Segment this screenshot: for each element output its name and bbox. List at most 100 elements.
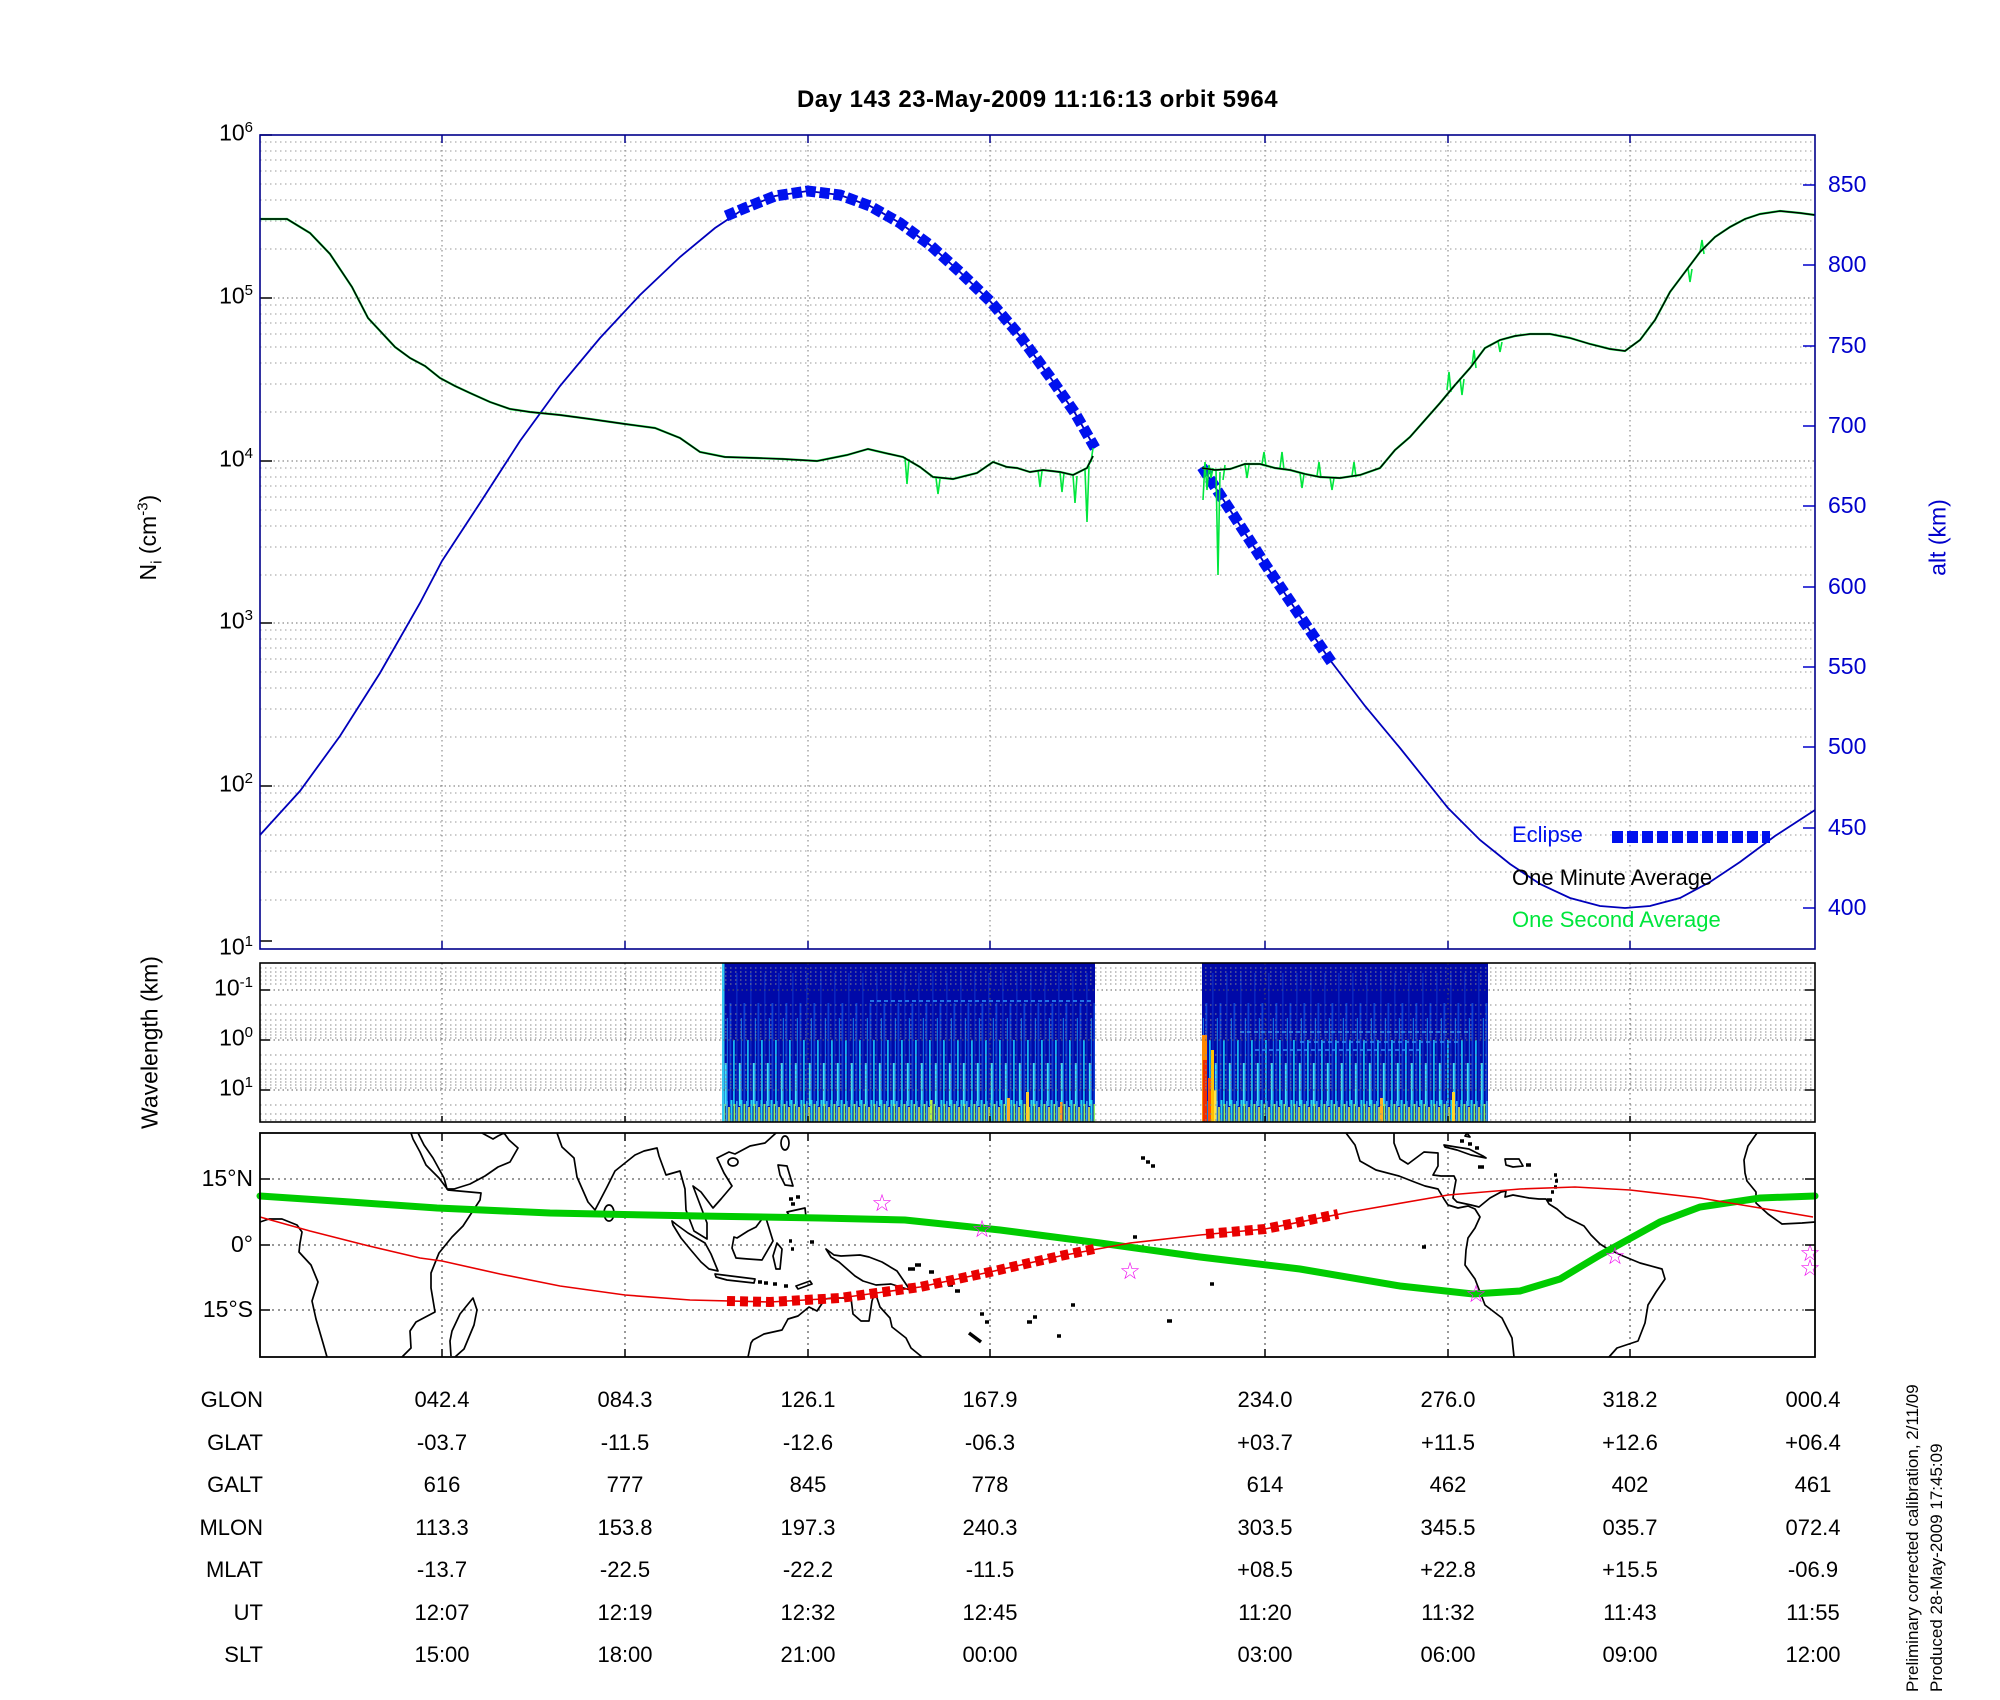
one-minute-curve-seg2 [1201,210,1816,479]
alt-tick-700: 700 [1828,412,1867,438]
table-row-label: GLAT [207,1429,263,1455]
table-cell: 345.5 [1420,1514,1476,1540]
table-cell: 11:20 [1238,1599,1292,1625]
table-cell: 21:00 [780,1642,836,1667]
lat-tick-0: 0° [231,1231,253,1257]
table-cell: +08.5 [1237,1557,1293,1582]
lat-tick-15n: 15°N [201,1165,253,1191]
table-cell: 11:55 [1786,1599,1840,1625]
table-cell: 12:00 [1785,1642,1841,1667]
table-cell: -06.9 [1787,1557,1839,1582]
table-row-label: UT [233,1599,263,1625]
table-cell: 06:00 [1420,1642,1476,1667]
table-cell: -06.3 [964,1429,1016,1455]
table-cell: 11:43 [1603,1599,1657,1625]
table-cell: 113.3 [415,1514,469,1540]
one-second-noise-seg2 [1202,239,1705,576]
table-cell: -22.2 [782,1557,834,1582]
ni-tick-1e3: 103 [219,607,253,634]
ground-station-star: ☆ [871,1189,893,1217]
alt-tick-850: 850 [1828,171,1867,197]
map-ticks [260,1133,1815,1357]
table-cell: 12:19 [597,1599,653,1625]
ni-tick-1e1: 101 [219,933,253,960]
table-cell: 778 [971,1472,1009,1497]
alt-tick-550: 550 [1828,653,1867,679]
table-cell: 614 [1246,1472,1284,1497]
table-cell: +11.5 [1420,1429,1476,1455]
table-cell: 616 [423,1472,461,1497]
eclipse-dashes-seg2 [1197,463,1337,667]
spectrogram-hotspots [930,1035,1455,1122]
page-title: Day 143 23-May-2009 11:16:13 orbit 5964 [796,86,1279,113]
ni-tick-1e5: 105 [219,282,253,309]
panel-frame [259,962,1816,1123]
legend-eclipse-label: Eclipse [1512,822,1583,847]
table-cell: -03.7 [416,1429,468,1455]
table-row-label: MLAT [205,1557,263,1582]
table-cell: 234.0 [1237,1387,1293,1412]
magnetic-equator-track [256,1192,1819,1298]
table-cell: 845 [789,1472,827,1497]
x-ticks [441,135,1631,949]
table-cell: -11.5 [600,1429,650,1455]
table-cell: 072.4 [1785,1514,1841,1540]
one-second-noise-seg1 [904,447,1094,523]
ground-track-eclipse-dashes-seg2 [1205,1209,1340,1239]
alt-tick-600: 600 [1828,573,1867,599]
eclipse-dashes-seg1 [723,185,1100,451]
table-row-label: SLT [224,1642,263,1667]
table-cell: 042.4 [414,1387,470,1412]
table-cell: +15.5 [1602,1557,1658,1582]
table-cell: 153.8 [597,1514,653,1540]
table-cell: 462 [1429,1472,1467,1497]
table-cell: -22.5 [599,1557,651,1582]
ni-tick-1e6: 106 [219,119,253,146]
alt-tick-500: 500 [1828,733,1867,759]
table-row-label: GLON [200,1387,263,1412]
table-cell: 15:00 [414,1642,470,1667]
table-cell: 12:07 [414,1599,470,1625]
ground-station-star: ☆ [1465,1280,1487,1308]
alt-tick-800: 800 [1828,251,1867,277]
map-lat-gridlines [260,1178,1815,1311]
table-cell: +03.7 [1237,1429,1293,1455]
legend-one-second-label: One Second Average [1512,907,1721,932]
alt-tick-750: 750 [1828,332,1867,358]
spectrogram-edge-line [722,963,725,1122]
ground-station-star: ☆ [1604,1242,1626,1270]
wl-tick-10: 101 [219,1074,253,1101]
legend-one-minute-label: One Minute Average [1512,865,1713,890]
footer-produced-note: Produced 28-May-2009 17:45:09 [1927,1443,1946,1692]
legend-eclipse-dash-sample [1612,831,1770,843]
ground-track-eclipse-dashes-seg1 [726,1244,1096,1308]
table-cell: 09:00 [1602,1642,1658,1667]
table-cell: 035.7 [1602,1514,1658,1540]
table-cell: 12:32 [780,1599,836,1625]
alt-axis-ticks [1803,184,1815,909]
table-cell: 402 [1611,1472,1649,1497]
ground-track-map-panel: ☆☆☆☆☆ ☆☆ [256,1132,1821,1358]
ground-station-star: ☆ [971,1215,993,1243]
table-cell: 167.9 [962,1387,1018,1412]
table-cell: 276.0 [1420,1387,1476,1412]
table-cell: 000.4 [1785,1387,1841,1412]
table-cell: 777 [606,1472,644,1497]
table-cell: +06.4 [1785,1429,1841,1455]
table-cell: 197.3 [780,1514,836,1540]
table-cell: -13.7 [416,1557,468,1582]
table-cell: 03:00 [1237,1642,1293,1667]
lat-tick-15s: 15°S [202,1296,253,1322]
wl-tick-0p1: 10-1 [214,974,253,1001]
table-cell: 12:45 [962,1599,1018,1625]
table-cell: 303.5 [1237,1514,1293,1540]
one-minute-curve-seg1 [260,218,1094,480]
table-cell: +22.8 [1420,1557,1476,1582]
table-row-label: GALT [207,1472,263,1497]
alt-tick-400: 400 [1828,894,1867,920]
table-cell: -11.5 [965,1557,1015,1582]
table-cell: 240.3 [962,1514,1018,1540]
